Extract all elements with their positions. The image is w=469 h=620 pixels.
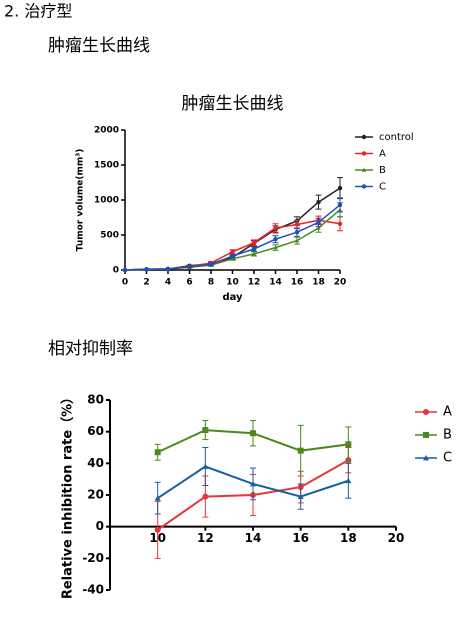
legend-marker bbox=[423, 432, 429, 438]
marker bbox=[297, 447, 304, 454]
marker bbox=[230, 256, 235, 261]
x-tick-label: 16 bbox=[292, 531, 309, 545]
y-axis-label: Tumor volume(mm³) bbox=[76, 149, 86, 252]
y-tick-label: 2000 bbox=[94, 126, 119, 136]
legend-marker bbox=[361, 184, 367, 189]
x-tick-label: 14 bbox=[245, 531, 262, 545]
y-tick-label: 80 bbox=[87, 393, 104, 407]
y-tick-label: 40 bbox=[87, 456, 104, 470]
x-tick-label: 18 bbox=[312, 278, 325, 288]
y-tick-label: 1500 bbox=[94, 161, 119, 171]
legend-label: B bbox=[379, 165, 386, 176]
x-tick-label: 14 bbox=[269, 278, 282, 288]
legend-marker bbox=[423, 455, 429, 461]
marker bbox=[316, 199, 321, 205]
y-tick-label: 20 bbox=[87, 488, 104, 502]
marker bbox=[202, 463, 209, 469]
x-tick-label: 4 bbox=[165, 278, 171, 288]
legend-marker bbox=[361, 167, 367, 172]
marker bbox=[273, 245, 278, 250]
marker bbox=[345, 477, 352, 484]
y-tick-label: 0 bbox=[113, 266, 119, 276]
marker bbox=[273, 237, 278, 242]
y-tick-label: -20 bbox=[82, 551, 104, 565]
legend-marker bbox=[361, 134, 367, 140]
chart-title: 肿瘤生长曲线 bbox=[182, 94, 284, 114]
section-title: 肿瘤生长曲线 bbox=[48, 36, 150, 56]
marker bbox=[294, 230, 300, 235]
marker bbox=[250, 430, 256, 437]
marker bbox=[251, 240, 257, 245]
marker bbox=[230, 249, 235, 254]
marker bbox=[230, 253, 235, 259]
marker bbox=[337, 185, 343, 191]
x-tick-label: 2 bbox=[143, 278, 149, 288]
x-tick-label: 12 bbox=[197, 531, 214, 545]
y-tick-label: 500 bbox=[100, 231, 119, 241]
marker bbox=[297, 493, 304, 499]
y-tick-label: 0 bbox=[96, 519, 104, 533]
marker bbox=[187, 264, 192, 270]
marker bbox=[154, 449, 161, 456]
marker bbox=[251, 246, 257, 252]
marker bbox=[251, 251, 257, 256]
x-tick-label: 10 bbox=[226, 278, 239, 288]
marker bbox=[202, 493, 209, 500]
marker bbox=[165, 266, 171, 272]
legend-label: A bbox=[379, 149, 386, 160]
marker bbox=[208, 262, 214, 267]
marker bbox=[294, 238, 300, 243]
legend-marker bbox=[423, 409, 429, 415]
x-tick-label: 6 bbox=[186, 278, 192, 288]
legend-marker bbox=[361, 151, 367, 156]
marker bbox=[144, 267, 149, 272]
x-tick-label: 20 bbox=[388, 531, 405, 545]
heading: 2. 治疗型 bbox=[4, 2, 72, 21]
marker bbox=[154, 495, 161, 501]
marker bbox=[316, 225, 321, 230]
legend-label: B bbox=[443, 428, 452, 443]
marker bbox=[250, 480, 256, 487]
x-axis-label: day bbox=[222, 292, 243, 303]
series-line bbox=[124, 209, 341, 271]
legend-label: control bbox=[379, 132, 414, 143]
marker bbox=[273, 225, 278, 231]
marker bbox=[316, 220, 321, 225]
marker bbox=[337, 221, 343, 226]
marker bbox=[154, 526, 161, 533]
y-tick-label: -40 bbox=[82, 583, 104, 597]
marker bbox=[337, 202, 343, 208]
legend-label: C bbox=[379, 182, 386, 193]
legend-label: A bbox=[443, 405, 452, 420]
section-title: 相对抑制率 bbox=[48, 339, 133, 359]
y-tick-label: 60 bbox=[87, 424, 104, 438]
marker bbox=[294, 222, 300, 227]
x-tick-label: 12 bbox=[248, 278, 261, 288]
x-tick-label: 0 bbox=[122, 278, 128, 288]
marker bbox=[202, 427, 209, 434]
marker bbox=[122, 267, 128, 273]
y-tick-label: 1000 bbox=[94, 196, 119, 206]
x-tick-label: 8 bbox=[208, 278, 214, 288]
y-axis-label: Relative inhibition rate（%） bbox=[60, 391, 76, 599]
marker bbox=[345, 441, 352, 448]
x-tick-label: 16 bbox=[291, 278, 304, 288]
legend-label: C bbox=[443, 451, 452, 466]
x-tick-label: 20 bbox=[334, 278, 347, 288]
x-tick-label: 18 bbox=[340, 531, 357, 545]
